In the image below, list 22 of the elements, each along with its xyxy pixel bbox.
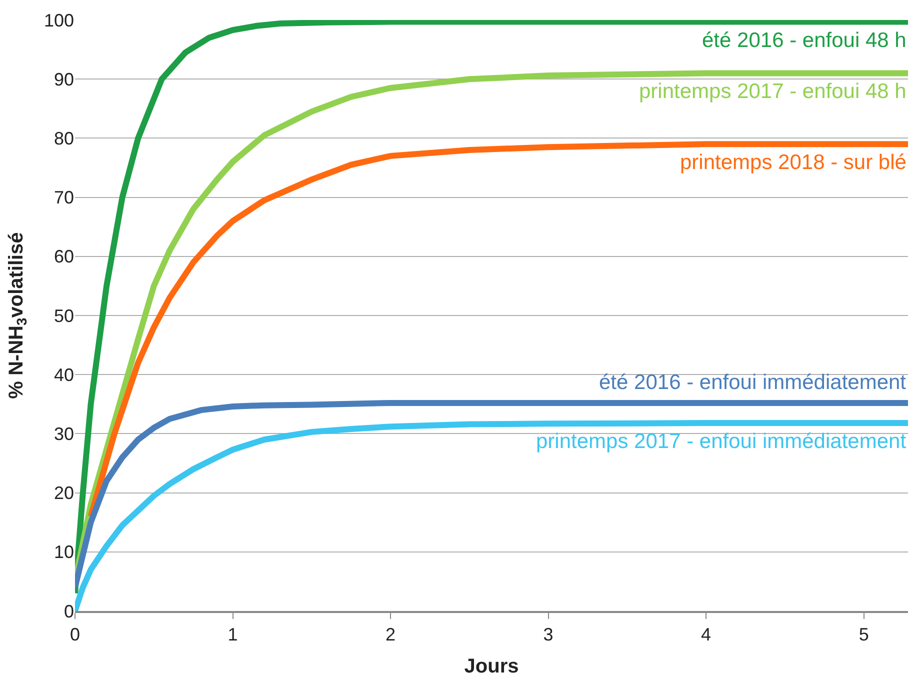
y-tick-label: 60	[54, 246, 74, 267]
x-axis-title: Jours	[464, 655, 519, 678]
x-tick-label: 2	[386, 624, 396, 644]
y-tick-label: 40	[54, 364, 74, 385]
y-tick-label: 30	[54, 424, 74, 444]
x-tick-label: 5	[858, 624, 869, 644]
series-label: printemps 2018 - sur blé	[680, 151, 906, 174]
series-label: été 2016 - enfoui immédiatement	[599, 371, 906, 394]
y-tick-label: 10	[54, 542, 74, 562]
x-tick-label: 3	[543, 624, 554, 644]
series-label: été 2016 - enfoui 48 h	[702, 29, 906, 52]
y-tick-label: 70	[54, 188, 74, 208]
y-tick-label: 100	[44, 10, 74, 30]
y-tick-label: 90	[54, 69, 74, 90]
y-tick-label: 20	[54, 483, 74, 504]
x-tick-label: 4	[701, 624, 712, 644]
series-label: printemps 2017 - enfoui 48 h	[639, 80, 906, 103]
y-tick-label: 80	[54, 128, 74, 148]
x-tick-label: 1	[228, 624, 238, 644]
y-tick-label: 50	[54, 306, 74, 326]
y-tick-label: 0	[64, 601, 74, 622]
series-label: printemps 2017 - enfoui immédiatement	[536, 430, 906, 453]
